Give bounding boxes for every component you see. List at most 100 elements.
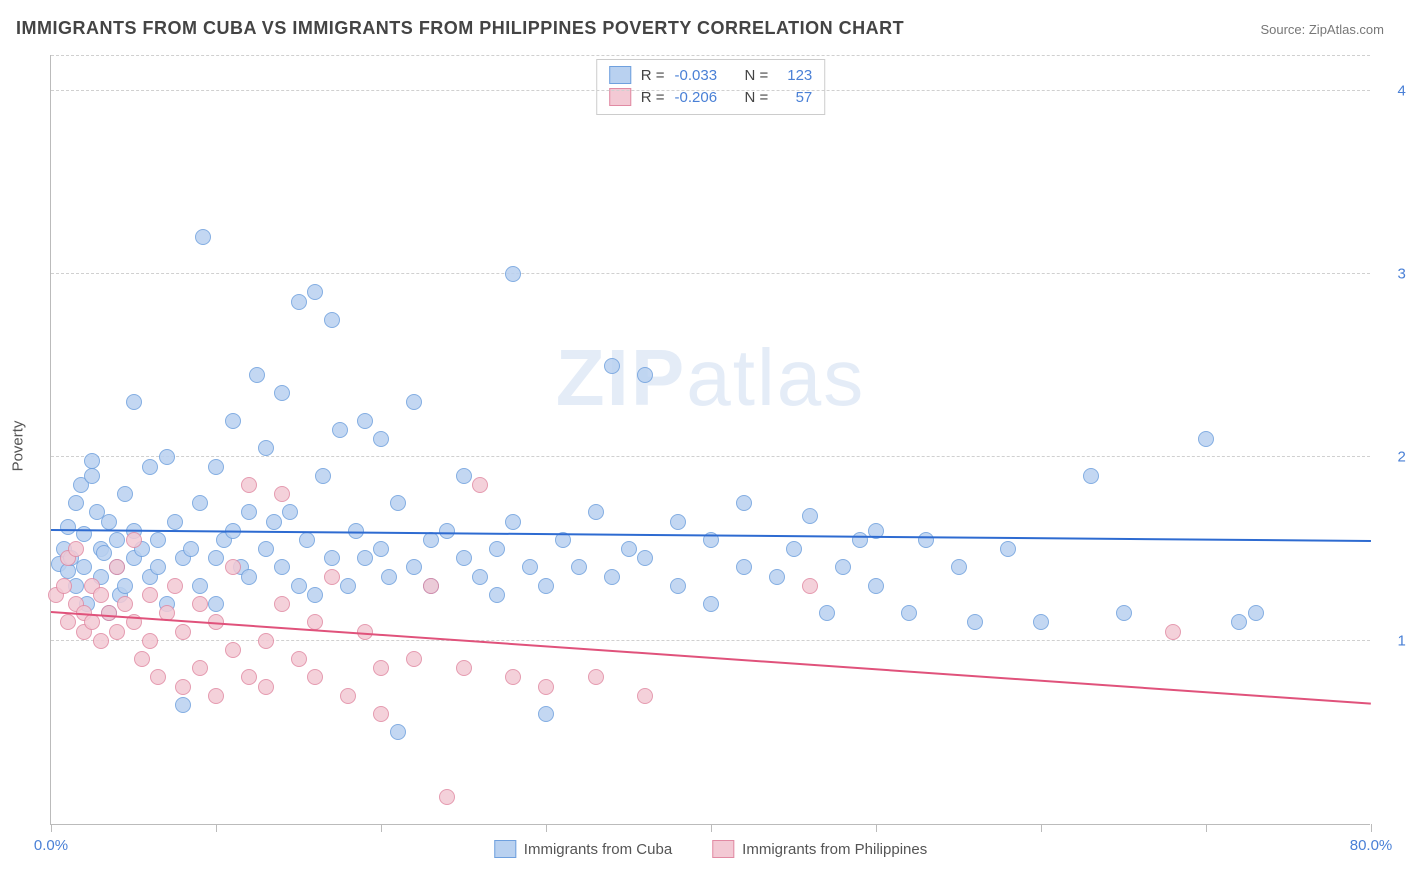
data-point-cuba bbox=[802, 508, 818, 524]
swatch-cuba bbox=[609, 66, 631, 84]
data-point-cuba bbox=[249, 367, 265, 383]
data-point-cuba bbox=[538, 578, 554, 594]
data-point-cuba bbox=[60, 519, 76, 535]
stats-n-value-philippines: 57 bbox=[778, 89, 812, 106]
stats-row-cuba: R =-0.033N =123 bbox=[609, 64, 813, 86]
data-point-cuba bbox=[769, 569, 785, 585]
data-point-philippines bbox=[324, 569, 340, 585]
data-point-cuba bbox=[117, 486, 133, 502]
data-point-cuba bbox=[604, 569, 620, 585]
data-point-cuba bbox=[258, 440, 274, 456]
data-point-philippines bbox=[472, 477, 488, 493]
data-point-philippines bbox=[456, 660, 472, 676]
data-point-philippines bbox=[258, 679, 274, 695]
data-point-philippines bbox=[225, 642, 241, 658]
data-point-philippines bbox=[134, 651, 150, 667]
data-point-cuba bbox=[489, 587, 505, 603]
x-tick-label: 0.0% bbox=[34, 837, 68, 854]
data-point-cuba bbox=[472, 569, 488, 585]
x-tick bbox=[1041, 824, 1042, 832]
data-point-cuba bbox=[1116, 605, 1132, 621]
stats-r-value-cuba: -0.033 bbox=[675, 67, 735, 84]
data-point-cuba bbox=[571, 559, 587, 575]
data-point-cuba bbox=[736, 495, 752, 511]
data-point-cuba bbox=[142, 459, 158, 475]
data-point-cuba bbox=[241, 504, 257, 520]
data-point-cuba bbox=[183, 541, 199, 557]
data-point-cuba bbox=[324, 312, 340, 328]
data-point-cuba bbox=[604, 358, 620, 374]
data-point-philippines bbox=[373, 660, 389, 676]
data-point-philippines bbox=[93, 633, 109, 649]
stats-r-label: R = bbox=[641, 67, 665, 84]
data-point-philippines bbox=[241, 477, 257, 493]
data-point-philippines bbox=[126, 532, 142, 548]
data-point-cuba bbox=[307, 284, 323, 300]
y-tick-label: 20.0% bbox=[1380, 449, 1406, 466]
x-tick-label: 80.0% bbox=[1350, 837, 1393, 854]
data-point-cuba bbox=[967, 614, 983, 630]
data-point-cuba bbox=[167, 514, 183, 530]
data-point-cuba bbox=[505, 266, 521, 282]
data-point-cuba bbox=[406, 559, 422, 575]
data-point-cuba bbox=[456, 468, 472, 484]
watermark-light: atlas bbox=[686, 333, 865, 422]
chart-root: IMMIGRANTS FROM CUBA VS IMMIGRANTS FROM … bbox=[0, 0, 1406, 892]
grid-line bbox=[51, 456, 1370, 457]
data-point-cuba bbox=[192, 578, 208, 594]
stats-r-label: R = bbox=[641, 89, 665, 106]
data-point-philippines bbox=[93, 587, 109, 603]
x-tick bbox=[381, 824, 382, 832]
data-point-cuba bbox=[291, 294, 307, 310]
data-point-cuba bbox=[357, 413, 373, 429]
data-point-philippines bbox=[175, 624, 191, 640]
data-point-philippines bbox=[505, 669, 521, 685]
data-point-cuba bbox=[340, 578, 356, 594]
data-point-cuba bbox=[819, 605, 835, 621]
chart-title: IMMIGRANTS FROM CUBA VS IMMIGRANTS FROM … bbox=[16, 18, 904, 39]
data-point-philippines bbox=[208, 688, 224, 704]
data-point-cuba bbox=[423, 532, 439, 548]
data-point-cuba bbox=[439, 523, 455, 539]
data-point-philippines bbox=[274, 596, 290, 612]
data-point-cuba bbox=[786, 541, 802, 557]
data-point-cuba bbox=[258, 541, 274, 557]
data-point-philippines bbox=[192, 660, 208, 676]
data-point-philippines bbox=[225, 559, 241, 575]
data-point-cuba bbox=[357, 550, 373, 566]
grid-line bbox=[51, 640, 1370, 641]
data-point-cuba bbox=[736, 559, 752, 575]
data-point-cuba bbox=[208, 550, 224, 566]
data-point-cuba bbox=[951, 559, 967, 575]
data-point-cuba bbox=[670, 514, 686, 530]
y-tick-label: 40.0% bbox=[1380, 82, 1406, 99]
data-point-philippines bbox=[373, 706, 389, 722]
data-point-philippines bbox=[117, 596, 133, 612]
data-point-cuba bbox=[68, 495, 84, 511]
watermark: ZIPatlas bbox=[556, 332, 865, 424]
source-name: ZipAtlas.com bbox=[1309, 22, 1384, 37]
data-point-cuba bbox=[117, 578, 133, 594]
legend-label-cuba: Immigrants from Cuba bbox=[524, 841, 672, 858]
data-point-cuba bbox=[109, 532, 125, 548]
data-point-philippines bbox=[307, 614, 323, 630]
data-point-philippines bbox=[84, 614, 100, 630]
y-tick-label: 30.0% bbox=[1380, 266, 1406, 283]
data-point-cuba bbox=[299, 532, 315, 548]
x-tick bbox=[546, 824, 547, 832]
data-point-philippines bbox=[192, 596, 208, 612]
grid-line bbox=[51, 90, 1370, 91]
data-point-cuba bbox=[175, 697, 191, 713]
data-point-philippines bbox=[101, 605, 117, 621]
data-point-cuba bbox=[324, 550, 340, 566]
swatch-philippines bbox=[609, 88, 631, 106]
data-point-philippines bbox=[423, 578, 439, 594]
data-point-cuba bbox=[381, 569, 397, 585]
data-point-cuba bbox=[1231, 614, 1247, 630]
data-point-cuba bbox=[1083, 468, 1099, 484]
data-point-cuba bbox=[266, 514, 282, 530]
data-point-cuba bbox=[670, 578, 686, 594]
grid-line bbox=[51, 273, 1370, 274]
data-point-cuba bbox=[307, 587, 323, 603]
data-point-cuba bbox=[76, 559, 92, 575]
